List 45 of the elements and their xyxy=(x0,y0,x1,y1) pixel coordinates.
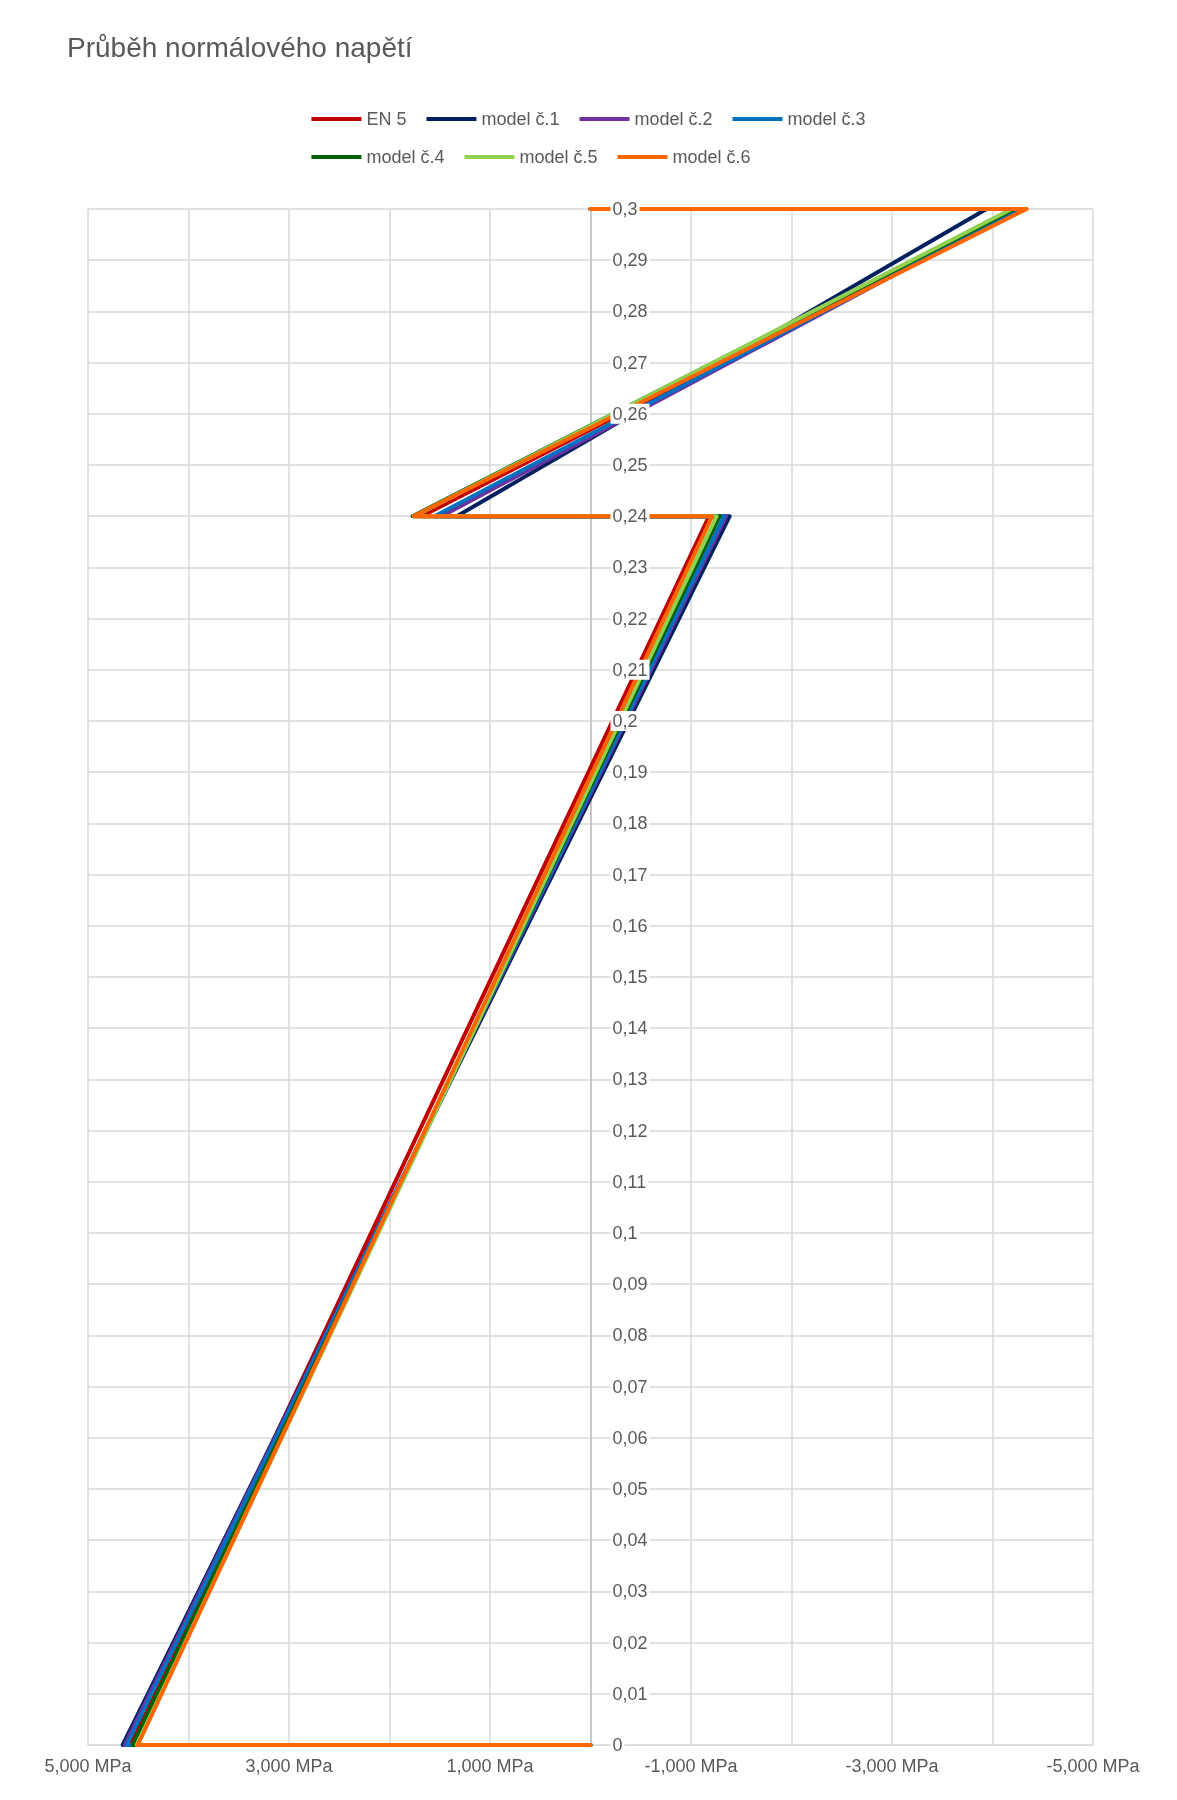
y-tick-label: 0,03 xyxy=(612,1581,648,1602)
y-tick-label: 0,21 xyxy=(612,659,648,680)
y-tick-label: 0,26 xyxy=(612,403,648,424)
y-tick-label: 0,14 xyxy=(612,1018,648,1039)
legend-label: model č.5 xyxy=(519,147,598,167)
x-tick-label: -3,000 MPa xyxy=(845,1756,940,1776)
y-tick-label: 0,3 xyxy=(612,199,638,219)
y-tick-label: 0,02 xyxy=(612,1632,648,1653)
legend-label: model č.1 xyxy=(481,109,560,129)
x-tick-label: 3,000 MPa xyxy=(245,1756,334,1776)
y-tick-label: 0,15 xyxy=(612,967,648,987)
y-tick-label: 0,2 xyxy=(612,711,638,731)
y-tick-label: 0,13 xyxy=(612,1069,648,1090)
y-tick-label: 0,09 xyxy=(612,1274,648,1295)
y-tick-label: 0,16 xyxy=(612,915,648,936)
x-tick-label: -5,000 MPa xyxy=(1046,1756,1141,1776)
x-tick-label: -1,000 MPa xyxy=(644,1756,739,1776)
y-tick-label: 0,25 xyxy=(612,455,648,475)
y-tick-label: 0,17 xyxy=(612,864,648,885)
chart-title: Průběh normálového napětí xyxy=(67,31,413,63)
legend-label: model č.6 xyxy=(672,147,751,167)
y-tick-label: 0,28 xyxy=(612,301,648,322)
y-tick-label: 0,04 xyxy=(612,1530,648,1551)
y-tick-label: 0,1 xyxy=(612,1223,638,1243)
legend-label: model č.2 xyxy=(634,109,713,129)
y-tick-label: 0,05 xyxy=(612,1479,648,1499)
y-tick-label: 0,11 xyxy=(612,1171,647,1192)
y-tick-label: 0 xyxy=(612,1735,623,1755)
y-tick-label: 0,27 xyxy=(612,352,648,373)
y-tick-label: 0,01 xyxy=(612,1683,648,1704)
y-tick-label: 0,29 xyxy=(612,250,648,271)
x-tick-label: 5,000 MPa xyxy=(44,1756,133,1776)
y-tick-label: 0,07 xyxy=(612,1376,648,1397)
legend-label: model č.3 xyxy=(787,109,866,129)
y-tick-label: 0,06 xyxy=(612,1427,648,1448)
legend-label: model č.4 xyxy=(366,147,445,167)
y-tick-label: 0,12 xyxy=(612,1120,648,1141)
x-tick-label: 1,000 MPa xyxy=(446,1756,535,1776)
y-tick-label: 0,08 xyxy=(612,1325,648,1346)
y-tick-label: 0,18 xyxy=(612,813,648,834)
y-tick-label: 0,23 xyxy=(612,557,648,578)
y-tick-label: 0,24 xyxy=(612,506,648,527)
legend-label: EN 5 xyxy=(366,109,407,129)
y-tick-label: 0,19 xyxy=(612,762,648,783)
y-tick-label: 0,22 xyxy=(612,608,648,629)
